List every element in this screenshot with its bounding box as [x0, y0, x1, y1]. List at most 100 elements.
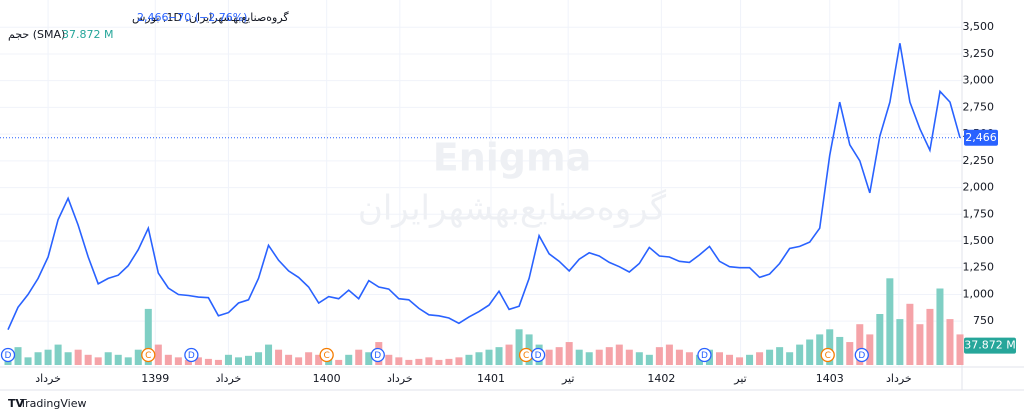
volume-bar [144, 308, 152, 365]
volume-tag-label: 37.872 M [964, 339, 1015, 352]
volume-bar [946, 319, 954, 365]
event-marker [370, 347, 385, 363]
volume-bar [435, 359, 443, 365]
volume-bar [756, 352, 764, 365]
volume-bar [555, 347, 563, 365]
volume-bar [134, 349, 142, 365]
volume-bar [635, 352, 643, 365]
volume-bar [615, 344, 623, 365]
volume-bar [625, 349, 633, 365]
y-tick-label: 3,000 [963, 74, 995, 87]
volume-bar [896, 319, 904, 365]
volume-bar [866, 334, 874, 365]
volume-sma: 37.872 M [62, 28, 113, 41]
volume-bar [84, 354, 92, 365]
watermark: گروه‌صنایع‌بهشهرایران [358, 189, 667, 229]
volume-bar [295, 357, 303, 365]
volume-bar [184, 359, 192, 365]
y-tick-label: 1,500 [963, 234, 995, 247]
event-marker [0, 347, 16, 363]
event-marker [184, 347, 199, 363]
x-tick-label: 1400 [313, 372, 341, 385]
volume-bar [24, 357, 32, 365]
volume-bar [505, 344, 513, 365]
event-label: D [188, 351, 195, 361]
volume-bar [114, 354, 122, 365]
volume-bar [585, 352, 593, 365]
event-marker [820, 347, 835, 363]
y-tick-label: 1,750 [963, 207, 995, 220]
volume-bar [605, 347, 613, 365]
price-tag-label: 2,466 [965, 131, 997, 144]
volume-bar [936, 288, 944, 365]
volume-bar [655, 347, 663, 365]
x-tick-label: تیر [733, 372, 746, 385]
x-tick-label: 1401 [477, 372, 505, 385]
symbol-title: گروه‌صنایع‌بهشهرایران, 1D, بورس [132, 11, 289, 24]
x-tick-label: خرداد [886, 372, 912, 385]
volume-bar [736, 357, 744, 365]
volume-bar [806, 339, 814, 365]
volume-bar [224, 354, 232, 365]
volume-bar [766, 349, 774, 365]
volume-bar [565, 342, 573, 365]
volume-bar [685, 352, 693, 365]
event-marker [530, 347, 546, 363]
volume-bar [906, 303, 914, 365]
y-tick-label: 1,000 [963, 287, 995, 300]
volume-bar [335, 359, 343, 365]
x-tick-label: 1403 [816, 372, 844, 385]
volume-bar [886, 278, 894, 365]
x-tick-label: خرداد [387, 372, 413, 385]
volume-bar [315, 354, 323, 365]
volume-bar [846, 342, 854, 365]
volume-bar [14, 347, 22, 365]
volume-bar [726, 354, 734, 365]
volume-bar [665, 344, 673, 365]
volume-bar [255, 352, 263, 365]
volume-bar [204, 358, 212, 365]
event-label: D [535, 351, 542, 361]
event-label: C [523, 351, 529, 361]
brand: TradingView [19, 397, 86, 410]
volume-bar [816, 334, 824, 365]
event-label: C [324, 351, 330, 361]
x-tick-label: 1399 [141, 372, 169, 385]
volume-bar [44, 349, 52, 365]
y-tick-label: 2,000 [963, 181, 995, 194]
volume-bar [515, 329, 523, 365]
volume-bar [154, 344, 162, 365]
volume-bar [916, 324, 924, 365]
volume-bar [956, 334, 964, 365]
volume-bar [715, 352, 724, 365]
volume-bar [305, 352, 313, 365]
event-marker [141, 347, 156, 363]
event-label: D [5, 351, 12, 361]
event-label: C [825, 351, 831, 361]
volume-bar [104, 352, 112, 365]
volume-bar [174, 357, 182, 365]
volume-bar [345, 354, 353, 365]
volume-bar [405, 359, 413, 365]
volume-bar [164, 354, 172, 365]
x-tick-label: تیر [561, 372, 574, 385]
y-tick-label: 3,250 [963, 47, 995, 60]
y-tick-label: 1,250 [963, 261, 995, 274]
volume-bar [675, 349, 683, 365]
volume-bar [34, 352, 42, 365]
volume-bar [455, 357, 463, 365]
volume-bar [876, 314, 884, 365]
volume-bar [74, 349, 82, 365]
volume-bar [645, 354, 653, 365]
volume-bar [275, 349, 283, 365]
volume-bar [285, 354, 293, 365]
volume-bar [244, 355, 253, 365]
volume-bar [194, 357, 202, 365]
volume-bar [836, 336, 844, 365]
volume-tag [964, 337, 1016, 354]
volume-bar [54, 344, 62, 365]
volume-bar [234, 357, 242, 365]
price-line [7, 43, 961, 331]
